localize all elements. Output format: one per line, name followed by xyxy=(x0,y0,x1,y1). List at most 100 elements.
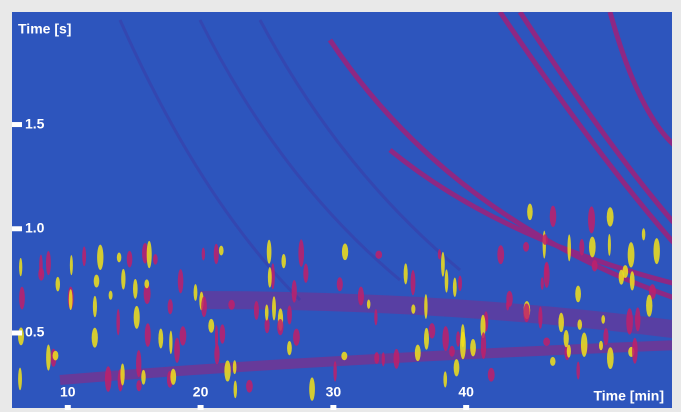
decor-blob xyxy=(133,278,138,299)
decor-blob xyxy=(228,299,235,310)
decor-blob xyxy=(428,323,436,339)
decor-blob xyxy=(287,305,292,325)
decor-blob xyxy=(527,203,533,221)
decor-blob xyxy=(470,339,476,357)
decor-band xyxy=(607,12,672,147)
decor-blob xyxy=(233,380,238,399)
decor-blob xyxy=(550,356,556,366)
decor-blob xyxy=(441,251,445,277)
decor-blob xyxy=(580,332,588,357)
decor-blob xyxy=(18,367,22,391)
decor-blob xyxy=(136,350,142,378)
decor-band xyxy=(258,19,461,272)
decor-blob xyxy=(121,268,126,290)
x-tick xyxy=(64,405,71,410)
decor-blob xyxy=(374,352,380,364)
decor-blob xyxy=(18,327,24,346)
decor-blob xyxy=(281,253,286,269)
decor-blob xyxy=(567,234,571,262)
decor-blob xyxy=(646,294,653,317)
decor-blob xyxy=(589,236,596,258)
decor-blob xyxy=(120,363,125,386)
decor-blob xyxy=(601,315,606,324)
decor-blob xyxy=(538,306,543,329)
decor-blob xyxy=(218,245,224,256)
decor-blob xyxy=(232,360,237,375)
decor-blob xyxy=(487,367,495,382)
x-tick xyxy=(197,405,204,410)
x-tick-label: 20 xyxy=(193,384,209,400)
decor-blob xyxy=(133,305,140,329)
decor-blob xyxy=(458,275,462,292)
decor-blob xyxy=(579,239,585,256)
decor-blob xyxy=(144,323,151,347)
y-tick-label: 1.0 xyxy=(25,219,45,235)
decor-blob xyxy=(116,309,120,336)
decor-blob xyxy=(375,250,383,259)
decor-blob xyxy=(224,360,231,382)
decor-band xyxy=(199,291,672,339)
decor-blob xyxy=(453,359,460,377)
decor-blob xyxy=(341,243,349,261)
decor-blob xyxy=(116,252,122,263)
decor-blob xyxy=(603,328,609,346)
y-tick-label: 1.5 xyxy=(25,115,45,131)
decor-blob xyxy=(411,304,416,314)
decor-blob xyxy=(91,327,98,348)
decor-blob xyxy=(19,286,25,310)
decor-band xyxy=(497,12,672,245)
decor-blob xyxy=(298,239,305,267)
decor-blob xyxy=(170,368,177,385)
y-tick xyxy=(12,226,22,232)
decor-blob xyxy=(523,241,530,252)
decor xyxy=(18,12,672,401)
decor-blob xyxy=(452,277,457,297)
decor-blob xyxy=(19,257,23,277)
decor-blob xyxy=(146,240,152,269)
decor-blob xyxy=(264,304,269,321)
decor-blob xyxy=(193,284,198,301)
decor-band xyxy=(517,12,672,225)
decor-blob xyxy=(410,270,416,296)
decor-blob xyxy=(69,255,73,276)
decor-blob xyxy=(575,285,581,303)
decor-blob xyxy=(246,379,253,393)
decor-blob xyxy=(291,279,297,303)
decor-blob xyxy=(627,242,635,268)
decor-blob xyxy=(606,347,614,370)
x-tick-label: 40 xyxy=(458,384,474,400)
decor-blob xyxy=(563,330,569,348)
decor-blob xyxy=(201,247,206,261)
decor-blob xyxy=(303,263,309,283)
y-tick-label: 0.5 xyxy=(25,324,45,340)
decor-blob xyxy=(456,331,461,347)
decor-band xyxy=(198,19,401,282)
decor-blob xyxy=(158,328,164,349)
decor-blob xyxy=(607,233,611,256)
decor-blob xyxy=(177,269,184,294)
decor-blob xyxy=(540,277,544,290)
x-tick-label: 30 xyxy=(326,384,342,400)
y-tick xyxy=(12,330,22,336)
decor-blob xyxy=(442,326,449,352)
decor-blob xyxy=(68,289,73,310)
x-axis-label: Time [min] xyxy=(593,388,664,404)
decor-blob xyxy=(460,324,465,348)
decor-blob xyxy=(641,228,646,241)
decor-blob xyxy=(267,267,272,288)
decor-blob xyxy=(393,348,400,369)
decor-blob xyxy=(270,263,275,290)
decor-blob xyxy=(357,286,364,306)
decor-blob xyxy=(108,290,113,300)
decor-blob xyxy=(219,324,226,344)
decor-blob xyxy=(443,371,448,388)
decor-blob xyxy=(577,319,583,330)
decor-blob xyxy=(169,330,173,355)
decor-blob xyxy=(480,332,487,360)
decor-blob xyxy=(374,309,378,326)
y-tick xyxy=(12,122,22,128)
decor-blob xyxy=(543,337,551,347)
x-tick xyxy=(330,405,337,410)
decor-blob xyxy=(293,328,300,346)
decor-blob xyxy=(523,303,530,323)
